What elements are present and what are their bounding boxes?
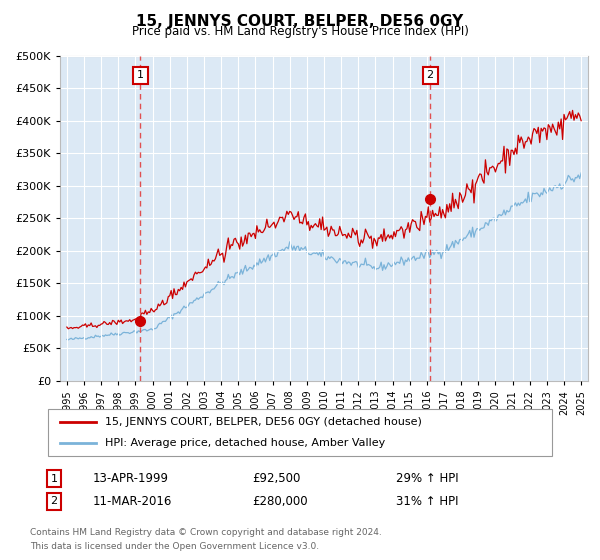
Text: 31% ↑ HPI: 31% ↑ HPI [396,494,458,508]
Text: £92,500: £92,500 [252,472,301,486]
Text: HPI: Average price, detached house, Amber Valley: HPI: Average price, detached house, Ambe… [105,438,385,448]
Text: 15, JENNYS COURT, BELPER, DE56 0GY: 15, JENNYS COURT, BELPER, DE56 0GY [136,14,464,29]
Text: 2: 2 [50,496,58,506]
Text: 13-APR-1999: 13-APR-1999 [93,472,169,486]
Text: Price paid vs. HM Land Registry's House Price Index (HPI): Price paid vs. HM Land Registry's House … [131,25,469,38]
Text: 1: 1 [137,71,144,81]
Text: Contains HM Land Registry data © Crown copyright and database right 2024.: Contains HM Land Registry data © Crown c… [30,528,382,536]
Text: 1: 1 [50,474,58,484]
Text: £280,000: £280,000 [252,494,308,508]
Text: 11-MAR-2016: 11-MAR-2016 [93,494,172,508]
Text: 15, JENNYS COURT, BELPER, DE56 0GY (detached house): 15, JENNYS COURT, BELPER, DE56 0GY (deta… [105,417,422,427]
Text: 2: 2 [427,71,434,81]
Text: 29% ↑ HPI: 29% ↑ HPI [396,472,458,486]
Text: This data is licensed under the Open Government Licence v3.0.: This data is licensed under the Open Gov… [30,542,319,550]
